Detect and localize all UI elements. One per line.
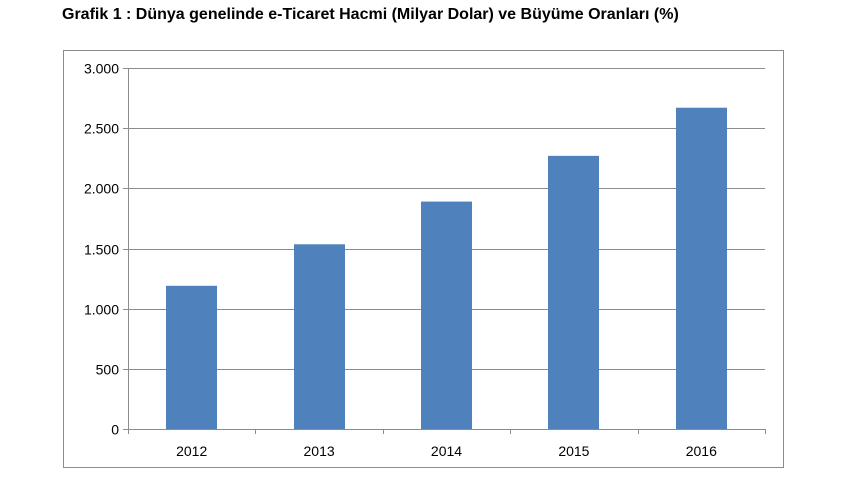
y-tick-label: 2.500 (84, 121, 119, 137)
x-tick-label: 2016 (686, 443, 717, 459)
y-tick-labels: 0 500 1.000 1.500 2.000 2.500 3.000 (84, 61, 119, 438)
bar-2015 (548, 155, 599, 430)
chart-frame (63, 50, 784, 468)
axes (123, 68, 766, 434)
bar-2014 (421, 201, 472, 429)
y-tick-label: 0 (111, 422, 119, 438)
y-tick-label: 3.000 (84, 61, 119, 77)
y-tick-label: 2.000 (84, 181, 119, 197)
x-tick-label: 2013 (304, 443, 335, 459)
x-tick-label: 2012 (176, 443, 207, 459)
y-tick-label: 1.000 (84, 302, 119, 318)
y-tick-label: 500 (96, 362, 120, 378)
x-tick-labels: 2012 2013 2014 2015 2016 (176, 443, 717, 459)
bar-2013 (294, 244, 345, 429)
bar-2012 (166, 285, 217, 429)
bars (166, 107, 727, 430)
x-tick-label: 2015 (558, 443, 589, 459)
x-tick-label: 2014 (431, 443, 462, 459)
y-tick-label: 1.500 (84, 242, 119, 258)
chart-title: Grafik 1 : Dünya genelinde e-Ticaret Hac… (62, 6, 679, 23)
bar-2016 (676, 107, 727, 430)
